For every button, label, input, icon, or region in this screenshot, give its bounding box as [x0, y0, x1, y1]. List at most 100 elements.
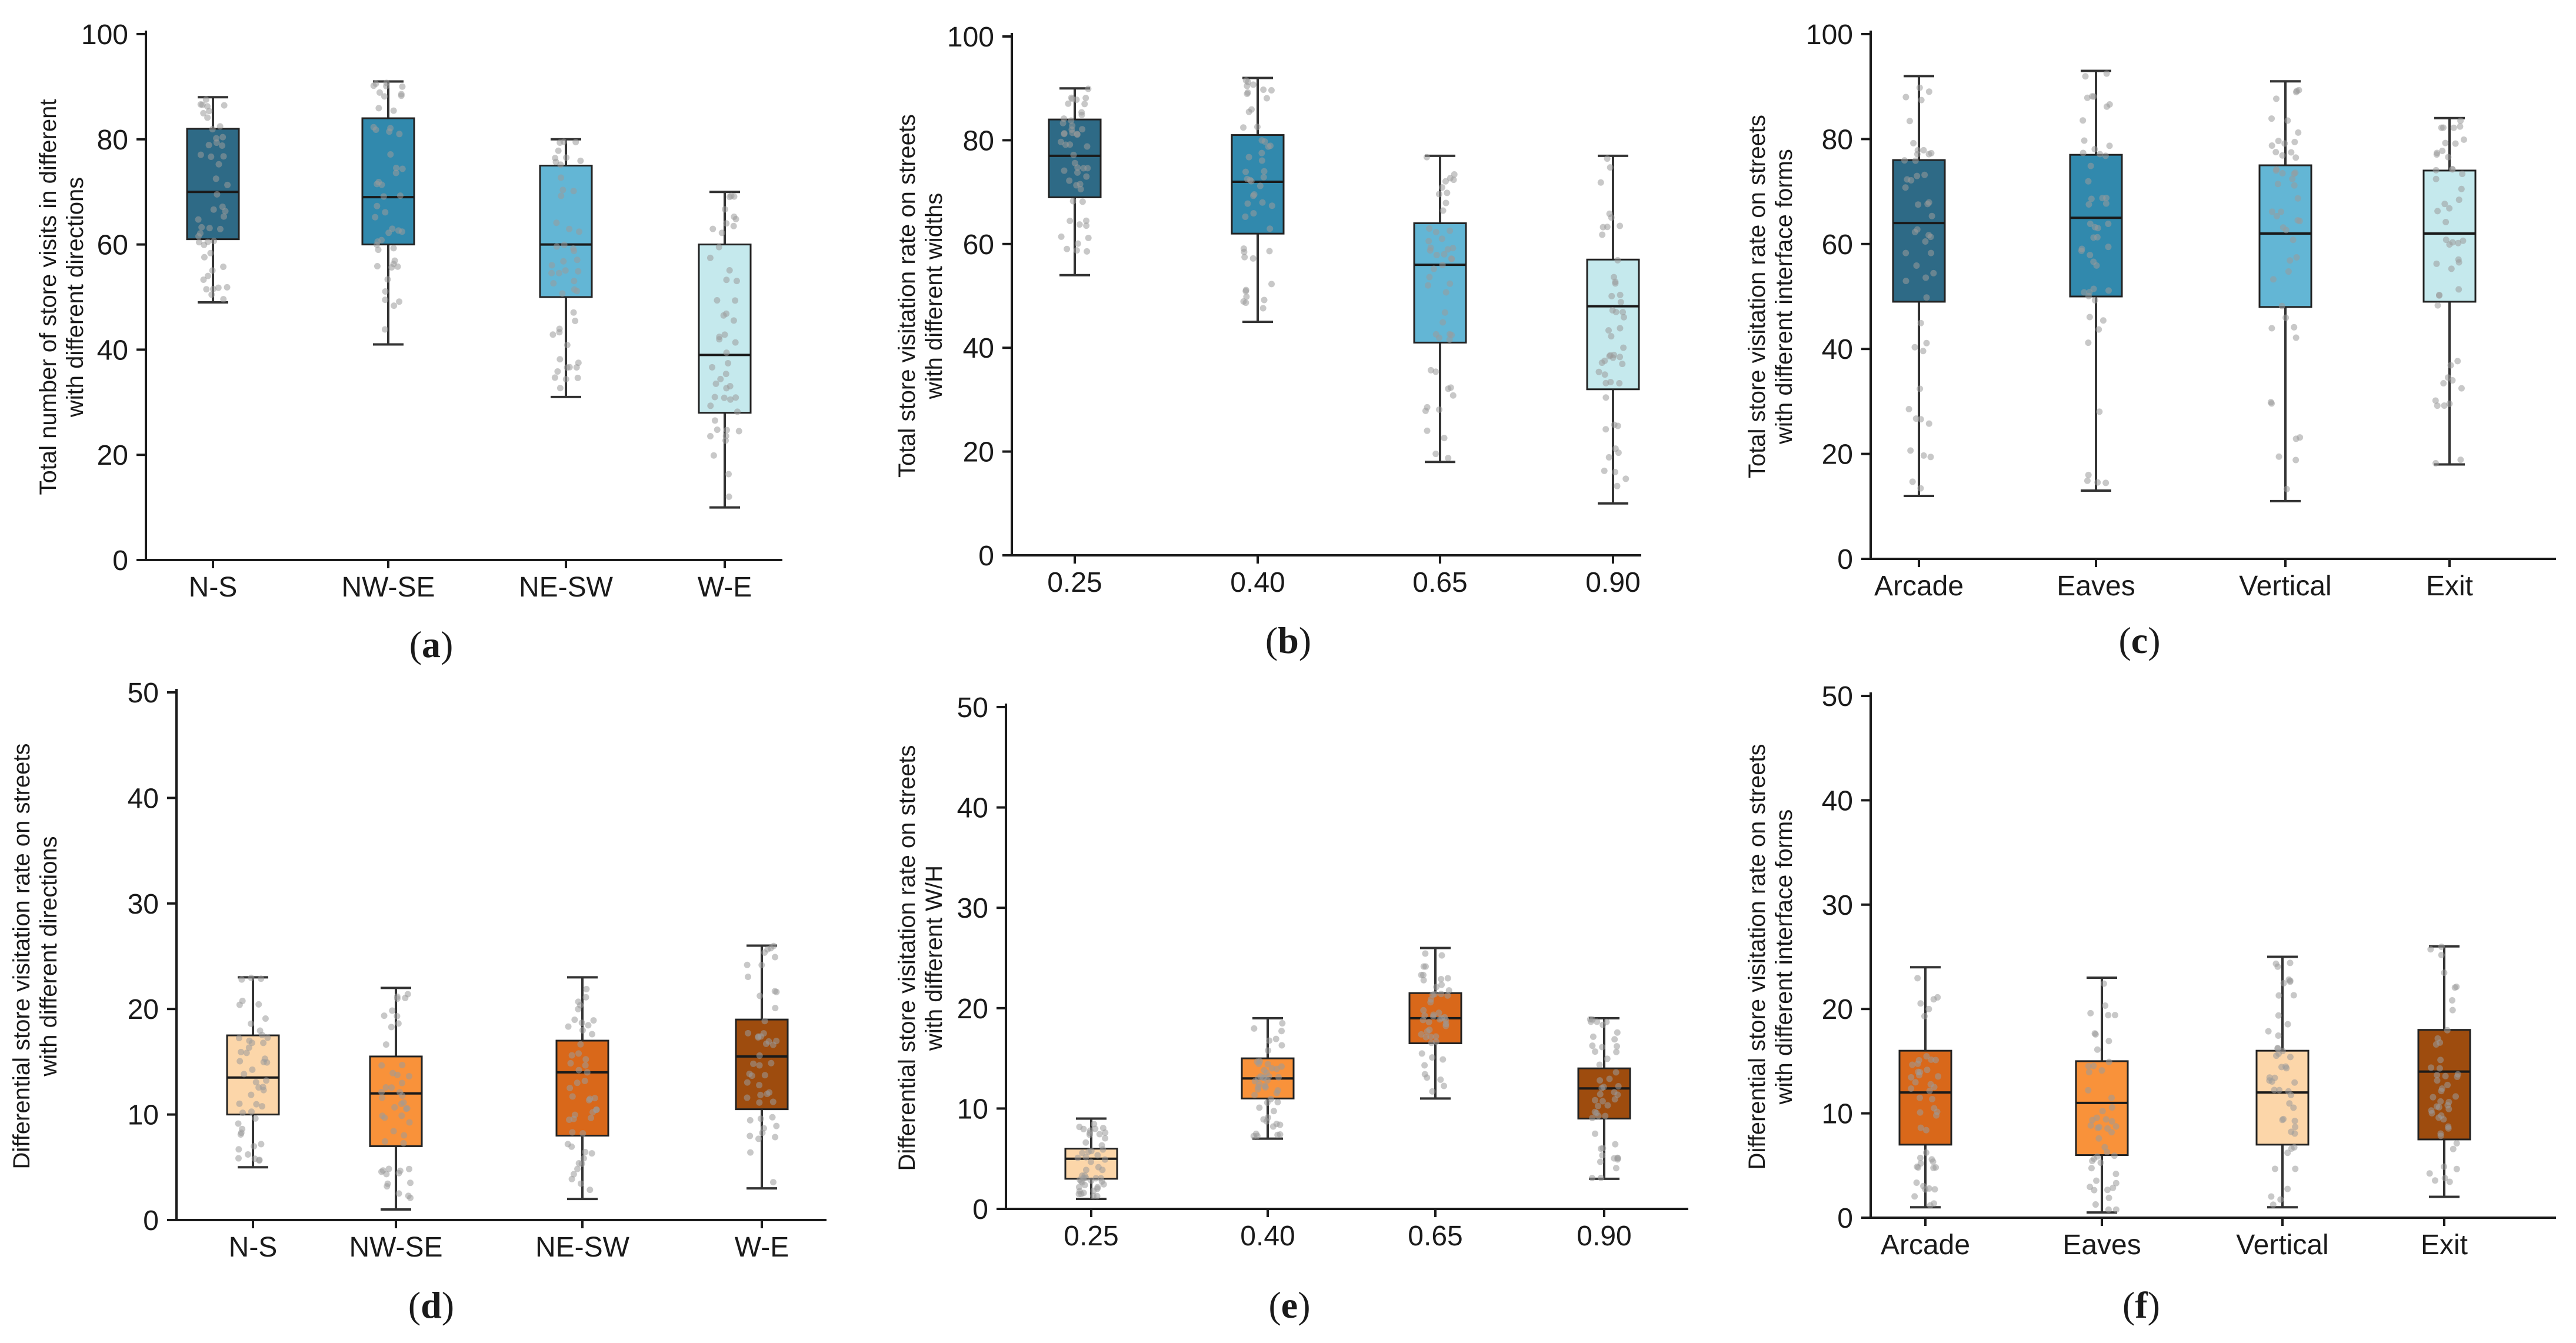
sample-point [2430, 1094, 2437, 1101]
sample-point [744, 1094, 751, 1101]
sample-point [1278, 1028, 1285, 1035]
sample-point [382, 209, 389, 216]
x-tick-label: 0.65 [1412, 567, 1467, 598]
sample-point [1932, 1057, 1940, 1064]
sample-point [2105, 1012, 2112, 1019]
panel-label-close-paren: ) [441, 624, 453, 665]
sample-point [2449, 1007, 2456, 1014]
sample-point [2105, 1038, 2112, 1045]
sample-point [1249, 81, 1257, 88]
sample-point [206, 225, 213, 232]
sample-point [2108, 1094, 2115, 1101]
sample-point [1920, 452, 1927, 459]
sample-point [1272, 1035, 1279, 1042]
y-axis-label-line: with different interface forms [1771, 809, 1797, 1105]
sample-point [1085, 235, 1092, 242]
sample-point [760, 1125, 767, 1132]
sample-point [1077, 181, 1084, 188]
x-tick-label: NE-SW [519, 572, 614, 603]
sample-point [572, 139, 579, 146]
sample-point [398, 1101, 405, 1108]
sample-point [246, 1037, 253, 1044]
sample-point [2105, 287, 2112, 294]
sample-point [2441, 201, 2448, 208]
sample-point [382, 1084, 389, 1091]
sample-point [236, 1100, 243, 1107]
panel-d: 0 10 20 30 40 50 Differential store visitation… [9, 678, 827, 1326]
sample-point [2085, 1087, 2092, 1094]
sample-point [2432, 460, 2440, 467]
y-tick-label: 100 [947, 22, 994, 53]
sample-point [2428, 1109, 2435, 1117]
sample-point [2434, 1077, 2441, 1084]
sample-point [1589, 1175, 1596, 1182]
sample-point [750, 1060, 757, 1067]
panel-e: 0 10 20 30 40 50 Differential store visitation… [894, 692, 1688, 1326]
sample-point [2091, 224, 2098, 231]
sample-point [256, 1027, 264, 1034]
y-tick-label: 100 [1806, 19, 1853, 51]
sample-point [1079, 198, 1086, 205]
sample-point [200, 276, 207, 284]
sample-point [568, 1175, 575, 1182]
sample-point [386, 128, 393, 135]
sample-point [564, 1141, 571, 1148]
sample-point [2274, 181, 2281, 188]
sample-point [1241, 248, 1248, 255]
sample-point [1599, 224, 1607, 231]
sample-point [1591, 1097, 1598, 1104]
sample-point [558, 174, 565, 181]
sample-point [555, 147, 562, 154]
sample-point [1428, 1039, 1435, 1047]
sample-point [1612, 1165, 1619, 1172]
sample-point [553, 243, 560, 250]
sample-point [2449, 997, 2456, 1004]
sample-point [1934, 994, 1941, 1001]
sample-point [1096, 1131, 1103, 1138]
sample-point [1267, 1095, 1274, 1102]
y-tick-label: 0 [978, 541, 994, 572]
sample-point [1418, 1050, 1425, 1057]
sample-point [572, 317, 579, 324]
sample-point [745, 974, 752, 981]
sample-point [577, 157, 584, 164]
sample-point [2434, 1072, 2441, 1079]
sample-point [215, 161, 222, 168]
sample-point [2103, 195, 2110, 202]
sample-point [2455, 286, 2462, 293]
sample-point [201, 254, 208, 261]
sample-point [1260, 174, 1267, 181]
sample-point [245, 1151, 252, 1158]
sample-point [1620, 344, 1627, 351]
sample-point [571, 248, 578, 255]
sample-point [1243, 293, 1250, 300]
sample-point [1603, 1018, 1610, 1025]
sample-point [770, 1179, 777, 1186]
sample-point [1930, 269, 1937, 276]
sample-point [1437, 1016, 1444, 1023]
sample-point [2085, 1069, 2092, 1076]
sample-point [1259, 305, 1267, 312]
sample-point [2097, 1159, 2104, 1166]
sample-point [400, 1139, 407, 1147]
sample-point [2112, 1123, 2120, 1130]
sample-point [589, 1109, 596, 1116]
sample-point [2095, 1135, 2102, 1142]
sample-point [2078, 247, 2085, 254]
sample-point [1435, 1009, 1442, 1017]
y-axis-label: Total store visitation rate on streetswi… [1744, 115, 1797, 478]
sample-point [747, 1132, 754, 1139]
sample-point [2091, 296, 2098, 304]
sample-point [1902, 249, 1909, 256]
sample-point [236, 1058, 244, 1065]
sample-point [1611, 1036, 1618, 1043]
sample-point [1073, 247, 1080, 254]
box-Eaves [2069, 69, 2123, 492]
sample-point [716, 336, 723, 343]
sample-point [255, 1084, 262, 1091]
sample-point [1445, 455, 1452, 462]
sample-point [1911, 228, 1918, 235]
sample-point [1617, 299, 1624, 306]
sample-point [560, 258, 567, 265]
sample-point [1427, 366, 1434, 374]
